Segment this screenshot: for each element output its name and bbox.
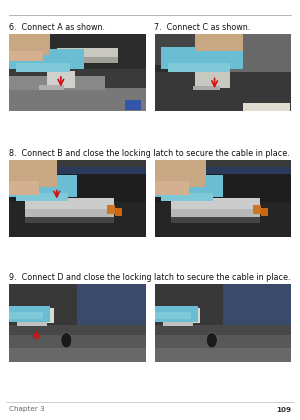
Bar [9, 175, 77, 197]
Bar [9, 160, 146, 169]
Bar [193, 86, 220, 90]
Bar [9, 167, 146, 173]
Bar [9, 323, 146, 335]
Bar [107, 205, 116, 214]
Bar [154, 181, 189, 194]
Bar [9, 160, 146, 237]
Bar [9, 88, 146, 111]
Bar [9, 312, 43, 318]
Bar [9, 160, 57, 187]
Text: 7.  Connect C as shown.: 7. Connect C as shown. [154, 23, 251, 32]
Bar [16, 63, 70, 72]
Circle shape [61, 333, 72, 348]
Bar [171, 209, 260, 218]
Bar [154, 284, 291, 362]
Bar [161, 193, 213, 201]
Bar [154, 323, 291, 335]
Bar [9, 34, 146, 111]
Bar [154, 306, 198, 322]
Bar [9, 76, 105, 89]
Text: 109: 109 [276, 407, 291, 412]
Bar [154, 312, 191, 318]
Bar [9, 68, 146, 111]
Text: 6.  Connect A as shown.: 6. Connect A as shown. [9, 23, 105, 32]
Bar [9, 284, 146, 362]
Bar [165, 307, 200, 323]
Bar [9, 334, 146, 348]
Bar [168, 63, 230, 72]
Bar [9, 284, 77, 325]
Bar [154, 160, 206, 187]
Bar [26, 209, 114, 218]
Bar [9, 346, 146, 362]
Bar [125, 100, 141, 110]
Bar [154, 175, 223, 197]
Bar [253, 205, 261, 214]
Bar [243, 103, 290, 110]
Bar [163, 322, 193, 326]
Bar [9, 52, 43, 61]
Bar [154, 334, 291, 348]
Bar [9, 202, 146, 237]
Bar [57, 47, 118, 58]
Bar [154, 160, 291, 237]
Bar [154, 346, 291, 362]
Text: Chapter 3: Chapter 3 [9, 407, 45, 412]
Bar [9, 49, 84, 68]
Bar [154, 34, 223, 65]
Bar [116, 208, 122, 215]
Bar [154, 167, 291, 173]
Bar [154, 72, 291, 111]
Bar [20, 307, 54, 323]
Bar [26, 217, 114, 223]
Text: 8.  Connect B and close the locking latch to secure the cable in place.: 8. Connect B and close the locking latch… [9, 149, 290, 158]
Bar [154, 160, 291, 169]
Bar [57, 57, 118, 63]
Bar [154, 284, 223, 325]
Bar [196, 71, 230, 88]
Bar [77, 284, 146, 325]
Bar [171, 217, 260, 223]
Bar [16, 193, 68, 201]
Bar [154, 34, 291, 111]
Bar [39, 85, 64, 89]
Bar [47, 71, 74, 88]
Circle shape [206, 333, 217, 348]
Bar [17, 322, 47, 326]
Bar [154, 202, 291, 237]
Bar [171, 198, 260, 210]
Bar [9, 306, 50, 322]
Bar [196, 34, 243, 51]
Text: 9.  Connect D and close the locking latch to secure the cable in place.: 9. Connect D and close the locking latch… [9, 273, 290, 282]
Bar [26, 198, 114, 210]
Bar [9, 181, 39, 194]
Bar [9, 34, 50, 55]
Bar [261, 208, 268, 215]
Bar [223, 284, 291, 325]
Bar [223, 34, 291, 72]
Bar [161, 47, 243, 68]
